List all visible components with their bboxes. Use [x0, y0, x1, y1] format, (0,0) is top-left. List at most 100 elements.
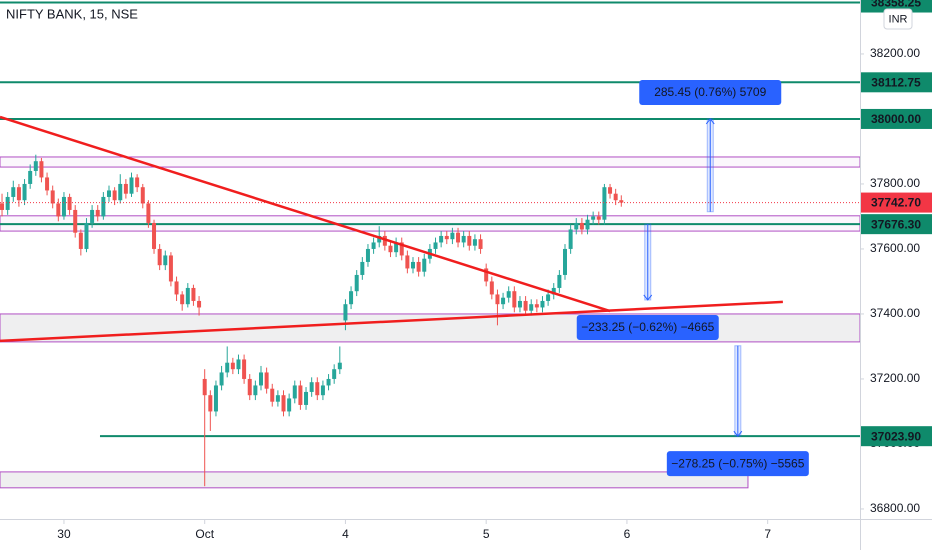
candle-body [501, 297, 506, 305]
candle-body [84, 222, 89, 249]
candle-body [602, 187, 607, 220]
candle-body [489, 281, 494, 295]
candle-body [591, 216, 596, 220]
measure-label: −233.25 (−0.62%) −4665 [581, 320, 714, 334]
candle-body [523, 300, 528, 311]
candle-body [365, 248, 370, 262]
candle-body [61, 196, 66, 217]
candle-body [230, 362, 235, 370]
measure-arrow-head [733, 430, 743, 437]
candle-body [275, 395, 280, 402]
candle-body [0, 203, 5, 210]
candle-body [22, 183, 27, 201]
candle-body [579, 222, 584, 230]
x-tick-label: 30 [57, 527, 71, 541]
last-price-tag [861, 192, 932, 213]
candle-body [287, 398, 292, 412]
level-label: 37676.30 [871, 217, 921, 231]
candle-body [506, 291, 511, 298]
candle-body [264, 372, 269, 389]
candle-body [456, 232, 461, 243]
candle-body [472, 239, 477, 246]
level-tag [861, 0, 932, 13]
x-tick-label: 5 [483, 527, 490, 541]
candle-body [551, 287, 556, 295]
candle-body [90, 209, 95, 223]
candle-body [512, 291, 517, 308]
candle-body [45, 177, 50, 191]
drawings: 285.45 (0.76%) 5709 −233.25 (−0.62%) −466… [0, 79, 860, 477]
candle-body [304, 391, 309, 405]
measure-label: −278.25 (−0.75%) −5565 [671, 456, 804, 470]
x-tick-label: 6 [624, 527, 631, 541]
candle-body [168, 255, 173, 282]
x-tick-label: 7 [764, 527, 771, 541]
candle-body [399, 242, 404, 256]
candle-body [191, 287, 196, 301]
candle-body [146, 203, 151, 223]
candle-body [495, 294, 500, 305]
candle-body [354, 274, 359, 292]
level-label: 38358.25 [871, 0, 921, 10]
candle-body [106, 190, 111, 197]
trendline [0, 300, 783, 343]
candle-body [563, 248, 568, 275]
candle-body [422, 258, 427, 272]
measure-box [639, 79, 782, 105]
candle-body [292, 385, 297, 399]
candle-body [185, 287, 190, 305]
candle-body [78, 232, 83, 249]
candle-body [450, 232, 455, 240]
level-tag [861, 72, 932, 93]
candle-body [439, 235, 444, 243]
measure-arrow-head [705, 118, 715, 125]
y-tick-label: 37800.00 [870, 176, 920, 190]
candle-body [135, 177, 140, 188]
level-label: 38112.75 [871, 75, 921, 89]
x-tick-label: 4 [342, 527, 349, 541]
candle-body [152, 222, 157, 249]
candle-body [540, 300, 545, 308]
measure-arrow-head [643, 294, 653, 301]
candle-body [467, 235, 472, 246]
level-tag [861, 214, 932, 235]
candle-body [371, 242, 376, 249]
candle-body [112, 190, 117, 201]
candle-body [174, 281, 179, 295]
candle-body [95, 209, 100, 217]
candle-body [16, 187, 21, 201]
candle-body [309, 382, 314, 392]
y-tick-label: 37200.00 [870, 371, 920, 385]
level-tag [861, 426, 932, 447]
candle-body [405, 255, 410, 269]
candle-body [50, 190, 55, 204]
candle-body [258, 372, 263, 386]
candle-body [140, 187, 145, 204]
candle-body [247, 378, 252, 396]
currency-box[interactable] [883, 8, 913, 30]
candle-body [253, 385, 258, 396]
candle-body [281, 395, 286, 412]
candle-body [534, 304, 539, 308]
level-label: 38000.00 [871, 112, 921, 126]
candle-body [298, 385, 303, 405]
candle-body [388, 245, 393, 253]
candle-body [382, 235, 387, 246]
candle-body [157, 248, 162, 266]
candle-body [270, 388, 275, 402]
currency[interactable]: INR [889, 13, 908, 25]
candle-body [557, 274, 562, 288]
candle-body [163, 255, 168, 266]
zone [0, 471, 749, 489]
candle-body [478, 239, 483, 249]
candle-body [118, 183, 123, 201]
candle-body [5, 196, 10, 210]
measure-box [576, 314, 719, 340]
candle-body [67, 196, 72, 210]
y-tick-label: 37600.00 [870, 241, 920, 255]
candle-body [123, 183, 128, 194]
candle-body [343, 304, 348, 321]
candle-body [180, 294, 185, 305]
candle-body [377, 235, 382, 243]
